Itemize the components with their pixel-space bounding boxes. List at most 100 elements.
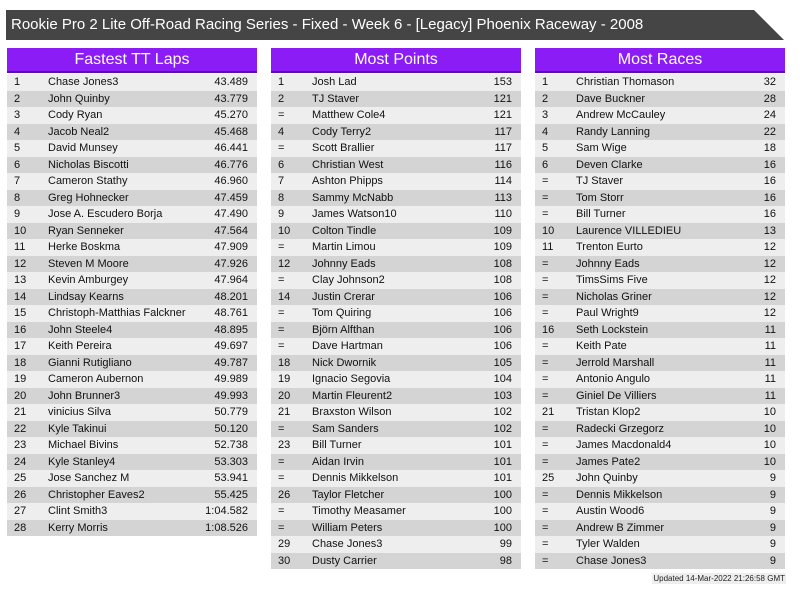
value-cell: 9 xyxy=(769,554,776,567)
table-row: = Dave Hartman 106 xyxy=(271,338,521,355)
position-cell: = xyxy=(278,422,285,435)
table-row: 3 Andrew McCauley 24 xyxy=(535,107,785,124)
driver-name-cell: Chase Jones3 xyxy=(576,554,647,567)
most-races-table: Most Races 1 Christian Thomason 32 2 Dave Bu… xyxy=(535,48,785,569)
driver-name-cell: Jose Sanchez M xyxy=(48,472,130,484)
table-row: 4 Randy Lanning 22 xyxy=(535,123,785,140)
value-cell: 105 xyxy=(493,356,512,369)
table-row: 22 Kyle Takinui 50.120 xyxy=(7,420,257,437)
driver-name-cell: John Quinby xyxy=(576,472,638,484)
driver-name-cell: Keith Pereira xyxy=(48,340,112,352)
position-cell: = xyxy=(542,290,549,303)
position-cell: 9 xyxy=(14,208,21,220)
value-cell: 12 xyxy=(763,274,776,286)
value-cell: 50.779 xyxy=(214,406,248,418)
driver-name-cell: Deven Clarke xyxy=(576,158,643,171)
table-row: 1 Josh Lad 153 xyxy=(271,74,521,91)
driver-name-cell: Cody Ryan xyxy=(48,109,103,121)
driver-name-cell: Kevin Amburgey xyxy=(48,274,129,286)
driver-name-cell: Ashton Phipps xyxy=(312,175,383,187)
value-cell: 106 xyxy=(493,290,512,303)
table-row: = Chase Jones3 9 xyxy=(535,552,785,569)
value-cell: 109 xyxy=(493,224,512,237)
value-cell: 101 xyxy=(493,455,512,468)
driver-name-cell: Dave Hartman xyxy=(312,340,383,352)
table-row: 13 Kevin Amburgey 47.964 xyxy=(7,272,257,289)
table-row: = Tom Storr 16 xyxy=(535,189,785,206)
value-cell: 9 xyxy=(769,472,776,484)
value-cell: 48.761 xyxy=(214,307,248,319)
table-row: 23 Bill Turner 101 xyxy=(271,437,521,454)
table-row: 21 Tristan Klop2 10 xyxy=(535,404,785,421)
driver-name-cell: TJ Staver xyxy=(576,175,624,187)
value-cell: 16 xyxy=(763,158,776,171)
driver-name-cell: Martin Limou xyxy=(312,241,376,253)
value-cell: 50.120 xyxy=(214,422,248,435)
value-cell: 11 xyxy=(764,323,776,336)
driver-name-cell: Antonio Angulo xyxy=(576,373,651,385)
driver-name-cell: Keith Pate xyxy=(576,340,627,352)
position-cell: = xyxy=(542,439,549,451)
table-row: 12 Johnny Eads 108 xyxy=(271,255,521,272)
value-cell: 47.490 xyxy=(214,208,248,220)
value-cell: 101 xyxy=(493,439,512,451)
position-cell: 15 xyxy=(14,307,27,319)
value-cell: 100 xyxy=(493,521,512,534)
driver-name-cell: Björn Alfthan xyxy=(312,323,375,336)
value-cell: 45.270 xyxy=(214,109,248,121)
table-row: = Paul Wright9 12 xyxy=(535,305,785,322)
value-cell: 106 xyxy=(493,323,512,336)
table-row: 8 Greg Hohnecker 47.459 xyxy=(7,189,257,206)
value-cell: 24 xyxy=(763,109,776,121)
page-title: Rookie Pro 2 Lite Off-Road Racing Series… xyxy=(6,10,784,40)
value-cell: 103 xyxy=(493,389,512,402)
table-row: 18 Nick Dwornik 105 xyxy=(271,354,521,371)
table-row: = Antonio Angulo 11 xyxy=(535,371,785,388)
position-cell: 20 xyxy=(278,389,291,402)
position-cell: 3 xyxy=(542,109,549,121)
position-cell: = xyxy=(278,323,285,336)
position-cell: 5 xyxy=(14,142,21,154)
value-cell: 47.459 xyxy=(214,191,248,204)
most-points-table: Most Points 1 Josh Lad 153 2 TJ Staver 121 = Ma… xyxy=(271,48,521,569)
value-cell: 12 xyxy=(763,241,776,253)
position-cell: 16 xyxy=(542,323,555,336)
value-cell: 43.779 xyxy=(214,92,248,105)
driver-name-cell: Bill Turner xyxy=(312,439,362,451)
table-row: 1 Chase Jones3 43.489 xyxy=(7,74,257,91)
position-cell: 8 xyxy=(278,191,285,204)
driver-name-cell: Steven M Moore xyxy=(48,257,129,270)
value-cell: 109 xyxy=(493,241,512,253)
driver-name-cell: John Brunner3 xyxy=(48,389,121,402)
value-cell: 12 xyxy=(763,290,776,303)
value-cell: 22 xyxy=(763,125,776,138)
position-cell: 2 xyxy=(14,92,21,105)
position-cell: 19 xyxy=(14,373,27,385)
value-cell: 46.960 xyxy=(214,175,248,187)
table-row: 6 Christian West 116 xyxy=(271,156,521,173)
position-cell: 1 xyxy=(14,76,21,88)
value-cell: 100 xyxy=(493,488,512,501)
driver-name-cell: Chase Jones3 xyxy=(48,76,119,88)
driver-name-cell: Sam Sanders xyxy=(312,422,379,435)
table-row: = Dennis Mikkelson 101 xyxy=(271,470,521,487)
value-cell: 47.909 xyxy=(214,241,248,253)
position-cell: = xyxy=(542,191,549,204)
position-cell: 18 xyxy=(278,356,291,369)
driver-name-cell: Austin Wood6 xyxy=(576,505,645,517)
table-row: 5 David Munsey 46.441 xyxy=(7,140,257,157)
table-row: = Dennis Mikkelson 9 xyxy=(535,486,785,503)
table-row: 7 Cameron Stathy 46.960 xyxy=(7,173,257,190)
position-cell: 17 xyxy=(14,340,27,352)
table-row: = Bill Turner 16 xyxy=(535,206,785,223)
position-cell: 27 xyxy=(14,505,27,517)
value-cell: 106 xyxy=(493,340,512,352)
position-cell: 6 xyxy=(278,158,285,171)
table-row: = Scott Brallier 117 xyxy=(271,140,521,157)
table-row: 2 TJ Staver 121 xyxy=(271,90,521,107)
table-row: = Björn Alfthan 106 xyxy=(271,321,521,338)
driver-name-cell: Taylor Fletcher xyxy=(312,488,385,501)
value-cell: 16 xyxy=(763,175,776,187)
position-cell: 4 xyxy=(14,125,21,138)
table-row: 10 Laurence VILLEDIEU 13 xyxy=(535,222,785,239)
